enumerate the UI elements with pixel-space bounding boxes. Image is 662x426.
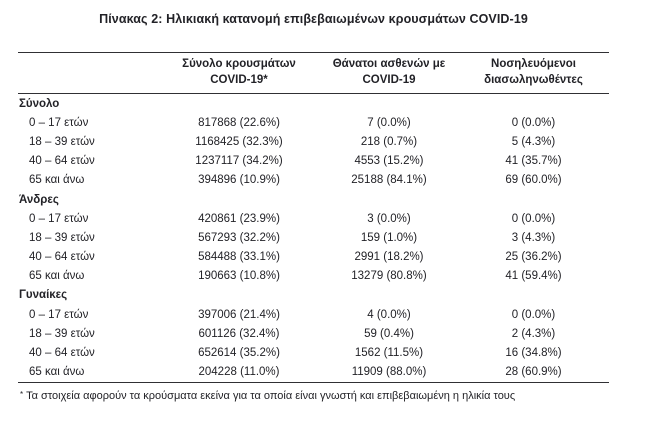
column-header-deaths-line1: Θάνατοι ασθενών με (332, 58, 446, 70)
section-label-women: Γυναίκες (19, 289, 68, 302)
table-row: 40 – 64 ετών 652614 (35.2%) 1562 (11.5%)… (18, 343, 609, 362)
section-label-total: Σύνολο (19, 97, 60, 110)
section-row-men: Άνδρες (18, 190, 609, 209)
age-cell: 0 – 17 ετών (29, 308, 89, 321)
column-header-cases: Σύνολο κρουσμάτων COVID-19* (158, 52, 320, 94)
age-cell: 40 – 64 ετών (29, 347, 95, 360)
column-header-cases-line2: COVID-19* (210, 73, 268, 86)
footnote-text: Τα στοιχεία αφορούν τα κρούσματα εκείνα … (26, 390, 516, 402)
table-row: 0 – 17 ετών 420861 (23.9%) 3 (0.0%) 0 (0… (18, 209, 609, 228)
column-header-deaths: Θάνατοι ασθενών με COVID-19 (320, 52, 458, 94)
section-row-total: Σύνολο (18, 94, 609, 114)
table-row: 18 – 39 ετών 601126 (32.4%) 59 (0.4%) 2 … (18, 324, 609, 343)
header-row: Σύνολο κρουσμάτων COVID-19* Θάνατοι ασθε… (18, 52, 609, 94)
intubated-cell: 16 (34.8%) (505, 347, 562, 360)
deaths-cell: 11909 (88.0%) (351, 366, 427, 379)
cases-cell: 204228 (11.0%) (198, 366, 280, 379)
table-title: Πίνακας 2: Ηλικιακή κατανομή επιβεβαιωμέ… (99, 12, 528, 26)
table-row: 18 – 39 ετών 567293 (32.2%) 159 (1.0%) 3… (18, 228, 609, 247)
deaths-cell: 7 (0.0%) (367, 116, 411, 129)
cases-cell: 652614 (35.2%) (198, 347, 280, 360)
table-row: 0 – 17 ετών 397006 (21.4%) 4 (0.0%) 0 (0… (18, 305, 609, 324)
table-row: 65 και άνω 190663 (10.8%) 13279 (80.8%) … (18, 267, 609, 286)
cases-cell: 190663 (10.8%) (198, 270, 280, 283)
intubated-cell: 25 (36.2%) (505, 251, 562, 264)
deaths-cell: 1562 (11.5%) (354, 347, 424, 360)
age-cell: 0 – 17 ετών (29, 212, 89, 225)
column-header-intubated-line1: Νοσηλευόμενοι (491, 58, 576, 70)
intubated-cell: 5 (4.3%) (511, 135, 556, 148)
age-cell: 18 – 39 ετών (29, 135, 95, 148)
intubated-cell: 3 (4.3%) (511, 231, 556, 244)
deaths-cell: 218 (0.7%) (360, 135, 418, 148)
deaths-cell: 59 (0.4%) (364, 327, 414, 340)
cases-cell: 584488 (33.1%) (198, 251, 280, 264)
intubated-cell: 69 (60.0%) (505, 174, 562, 187)
table-row: 65 και άνω 204228 (11.0%) 11909 (88.0%) … (18, 363, 609, 383)
deaths-cell: 2991 (18.2%) (354, 251, 424, 264)
intubated-cell: 41 (59.4%) (505, 270, 562, 283)
deaths-cell: 4 (0.0%) (367, 308, 411, 321)
table-row: 40 – 64 ετών 584488 (33.1%) 2991 (18.2%)… (18, 248, 609, 267)
section-row-women: Γυναίκες (18, 286, 609, 305)
covid-age-distribution-table: Σύνολο κρουσμάτων COVID-19* Θάνατοι ασθε… (18, 52, 609, 383)
table-row: 0 – 17 ετών 817868 (22.6%) 7 (0.0%) 0 (0… (18, 113, 609, 132)
column-header-cases-line1: Σύνολο κρουσμάτων (182, 58, 296, 70)
age-cell: 65 και άνω (29, 174, 85, 187)
deaths-cell: 3 (0.0%) (367, 212, 411, 225)
section-label-men: Άνδρες (19, 193, 59, 206)
footnote-asterisk: * (20, 390, 24, 399)
age-cell: 18 – 39 ετών (29, 231, 95, 244)
age-cell: 65 και άνω (29, 270, 85, 283)
table-row: 18 – 39 ετών 1168425 (32.3%) 218 (0.7%) … (18, 132, 609, 151)
age-cell: 0 – 17 ετών (29, 116, 89, 129)
cases-cell: 1237117 (34.2%) (195, 155, 283, 168)
cases-cell: 420861 (23.9%) (198, 212, 280, 225)
column-header-deaths-line2: COVID-19 (362, 73, 416, 86)
cases-cell: 397006 (21.4%) (198, 308, 280, 321)
intubated-cell: 28 (60.9%) (505, 366, 562, 379)
deaths-cell: 4553 (15.2%) (354, 155, 424, 168)
intubated-cell: 0 (0.0%) (511, 116, 556, 129)
deaths-cell: 159 (1.0%) (360, 231, 418, 244)
intubated-cell: 0 (0.0%) (511, 308, 556, 321)
age-cell: 40 – 64 ετών (29, 155, 95, 168)
column-header-empty (18, 52, 158, 94)
column-header-intubated: Νοσηλευόμενοι διασωληνωθέντες (458, 52, 609, 94)
footnote: * Τα στοιχεία αφορούν τα κρούσματα εκείνα… (20, 389, 650, 403)
age-cell: 18 – 39 ετών (29, 327, 95, 340)
age-cell: 65 και άνω (29, 366, 85, 379)
cases-cell: 601126 (32.4%) (198, 327, 280, 340)
intubated-cell: 0 (0.0%) (511, 212, 556, 225)
deaths-cell: 13279 (80.8%) (351, 270, 427, 283)
age-cell: 40 – 64 ετών (29, 251, 95, 264)
intubated-cell: 41 (35.7%) (505, 155, 562, 168)
table-row: 65 και άνω 394896 (10.9%) 25188 (84.1%) … (18, 171, 609, 190)
intubated-cell: 2 (4.3%) (511, 327, 556, 340)
table-row: 40 – 64 ετών 1237117 (34.2%) 4553 (15.2%… (18, 152, 609, 171)
cases-cell: 567293 (32.2%) (198, 231, 280, 244)
cases-cell: 817868 (22.6%) (198, 116, 280, 129)
deaths-cell: 25188 (84.1%) (351, 174, 427, 187)
column-header-intubated-line2: διασωληνωθέντες (484, 73, 583, 86)
cases-cell: 394896 (10.9%) (198, 174, 280, 187)
cases-cell: 1168425 (32.3%) (195, 135, 283, 148)
